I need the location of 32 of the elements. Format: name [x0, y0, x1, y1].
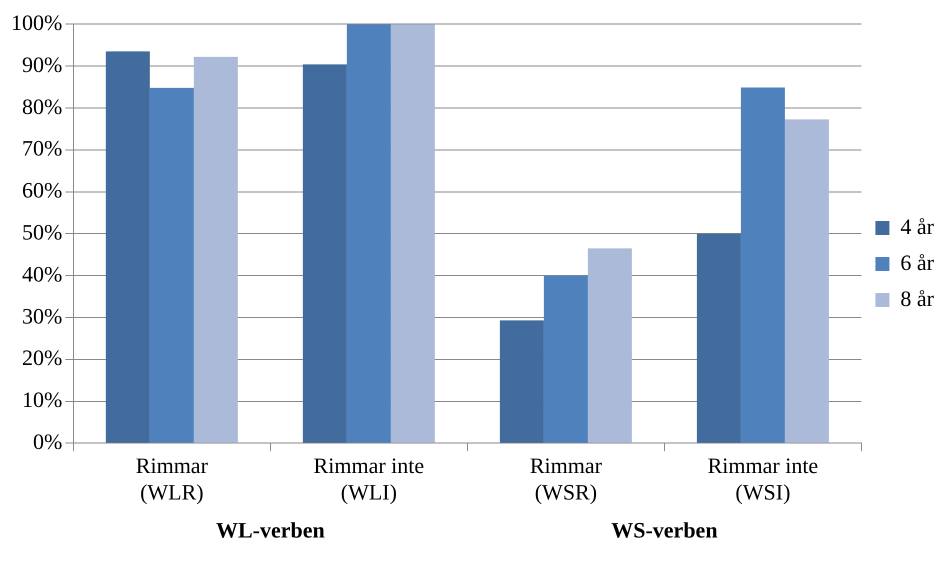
text: WL-verben — [216, 518, 325, 543]
bar — [106, 51, 150, 443]
x-tick-label: Rimmar inte (WSI) — [708, 453, 818, 505]
x-tick-label: Rimmar (WSR) — [530, 453, 603, 505]
y-tick-label: 50% — [22, 219, 62, 244]
y-tick-label: 70% — [22, 136, 62, 161]
bar — [696, 234, 741, 443]
legend-label: 4 år — [900, 214, 935, 239]
y-tick-label: 100% — [11, 10, 62, 35]
bar — [390, 24, 435, 443]
bar — [346, 24, 391, 443]
bar — [544, 276, 588, 443]
bar — [302, 64, 347, 443]
legend-label: 8 år — [900, 286, 935, 311]
text: WS-verben — [611, 518, 718, 543]
y-tick-label: 80% — [22, 94, 62, 119]
bar — [194, 56, 238, 443]
bar — [588, 248, 632, 443]
y-tick-label: 0% — [33, 428, 62, 454]
bar — [500, 320, 544, 443]
legend-label: 6 år — [900, 250, 935, 275]
y-tick-label: 20% — [22, 345, 62, 370]
x-tick-label: Rimmar (WLR) — [136, 453, 209, 505]
y-tick-label: 10% — [22, 387, 62, 412]
y-tick-label: 30% — [22, 303, 62, 328]
y-tick-label: 60% — [22, 178, 62, 203]
y-tick-label: 40% — [22, 261, 62, 286]
y-tick-label: 90% — [22, 52, 62, 77]
x-tick-label: Rimmar inte (WLI) — [314, 453, 424, 505]
bar — [150, 88, 194, 443]
bar — [740, 87, 785, 443]
bar — [784, 119, 829, 443]
